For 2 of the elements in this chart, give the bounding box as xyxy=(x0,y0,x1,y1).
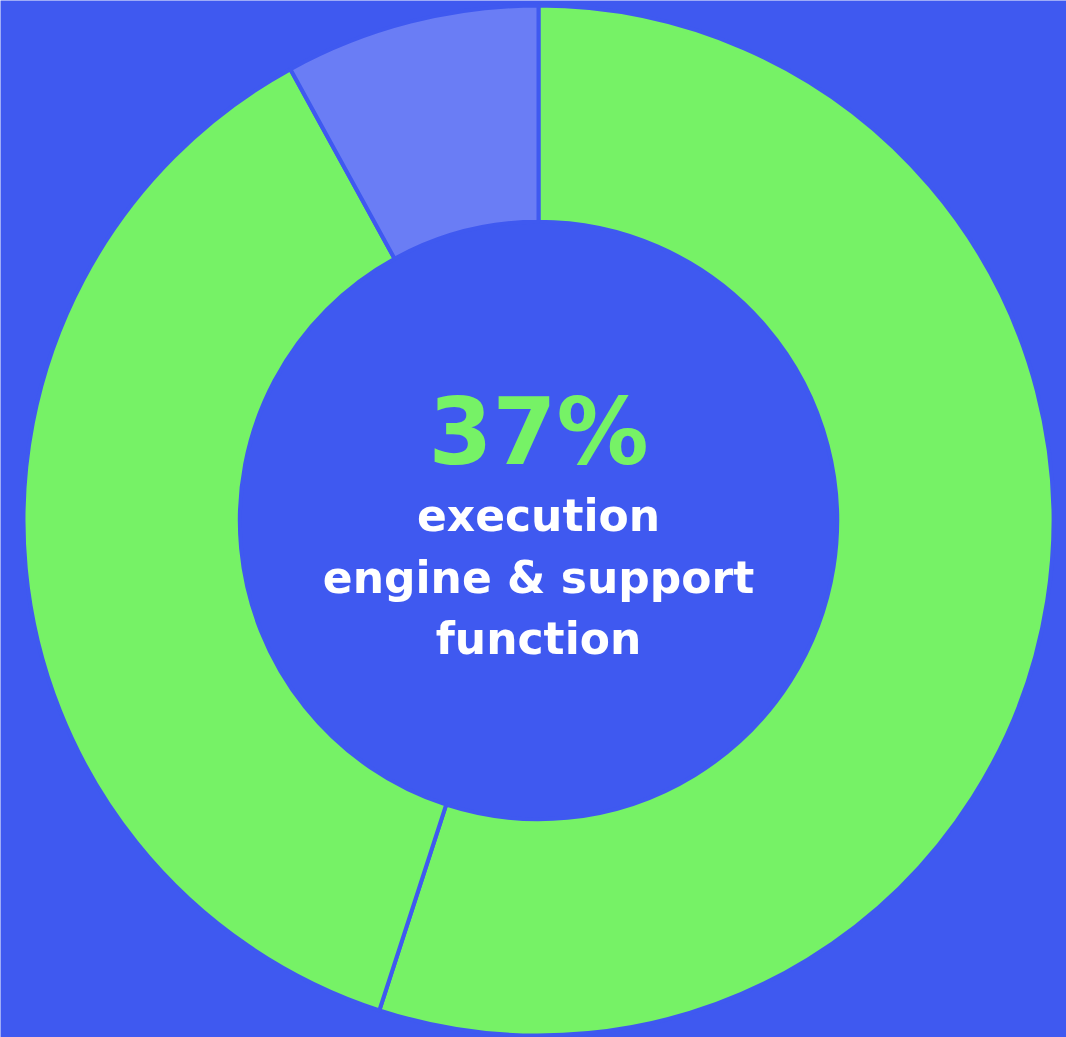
text: 37% xyxy=(428,379,649,487)
text: execution engine & support function xyxy=(322,490,755,664)
